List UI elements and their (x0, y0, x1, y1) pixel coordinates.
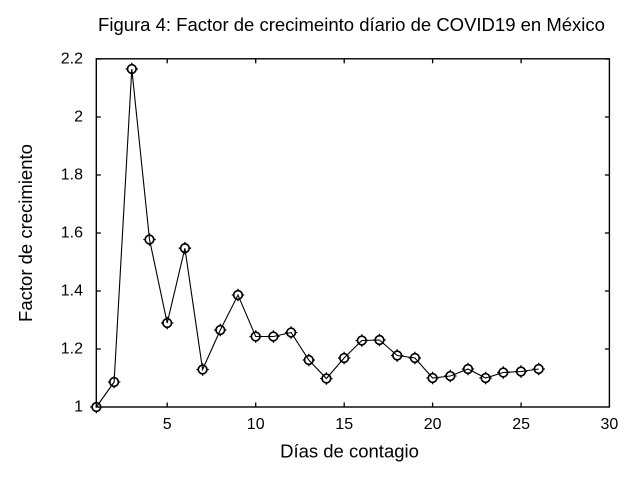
svg-text:Días de contagio: Días de contagio (280, 441, 419, 462)
svg-text:10: 10 (247, 416, 265, 433)
svg-text:1: 1 (74, 399, 83, 416)
svg-text:1.4: 1.4 (61, 283, 83, 300)
svg-text:5: 5 (163, 416, 172, 433)
svg-text:Factor de crecimiento: Factor de crecimiento (15, 144, 36, 322)
svg-text:1.2: 1.2 (61, 341, 83, 358)
svg-text:Figura 4: Factor de crecimeint: Figura 4: Factor de crecimeinto díario d… (98, 14, 605, 35)
svg-text:2.2: 2.2 (61, 51, 83, 68)
svg-text:20: 20 (424, 416, 442, 433)
svg-text:25: 25 (512, 416, 530, 433)
svg-text:15: 15 (335, 416, 353, 433)
svg-text:1.8: 1.8 (61, 167, 83, 184)
svg-text:2: 2 (74, 109, 83, 126)
svg-text:1.6: 1.6 (61, 225, 83, 242)
svg-text:30: 30 (601, 416, 619, 433)
